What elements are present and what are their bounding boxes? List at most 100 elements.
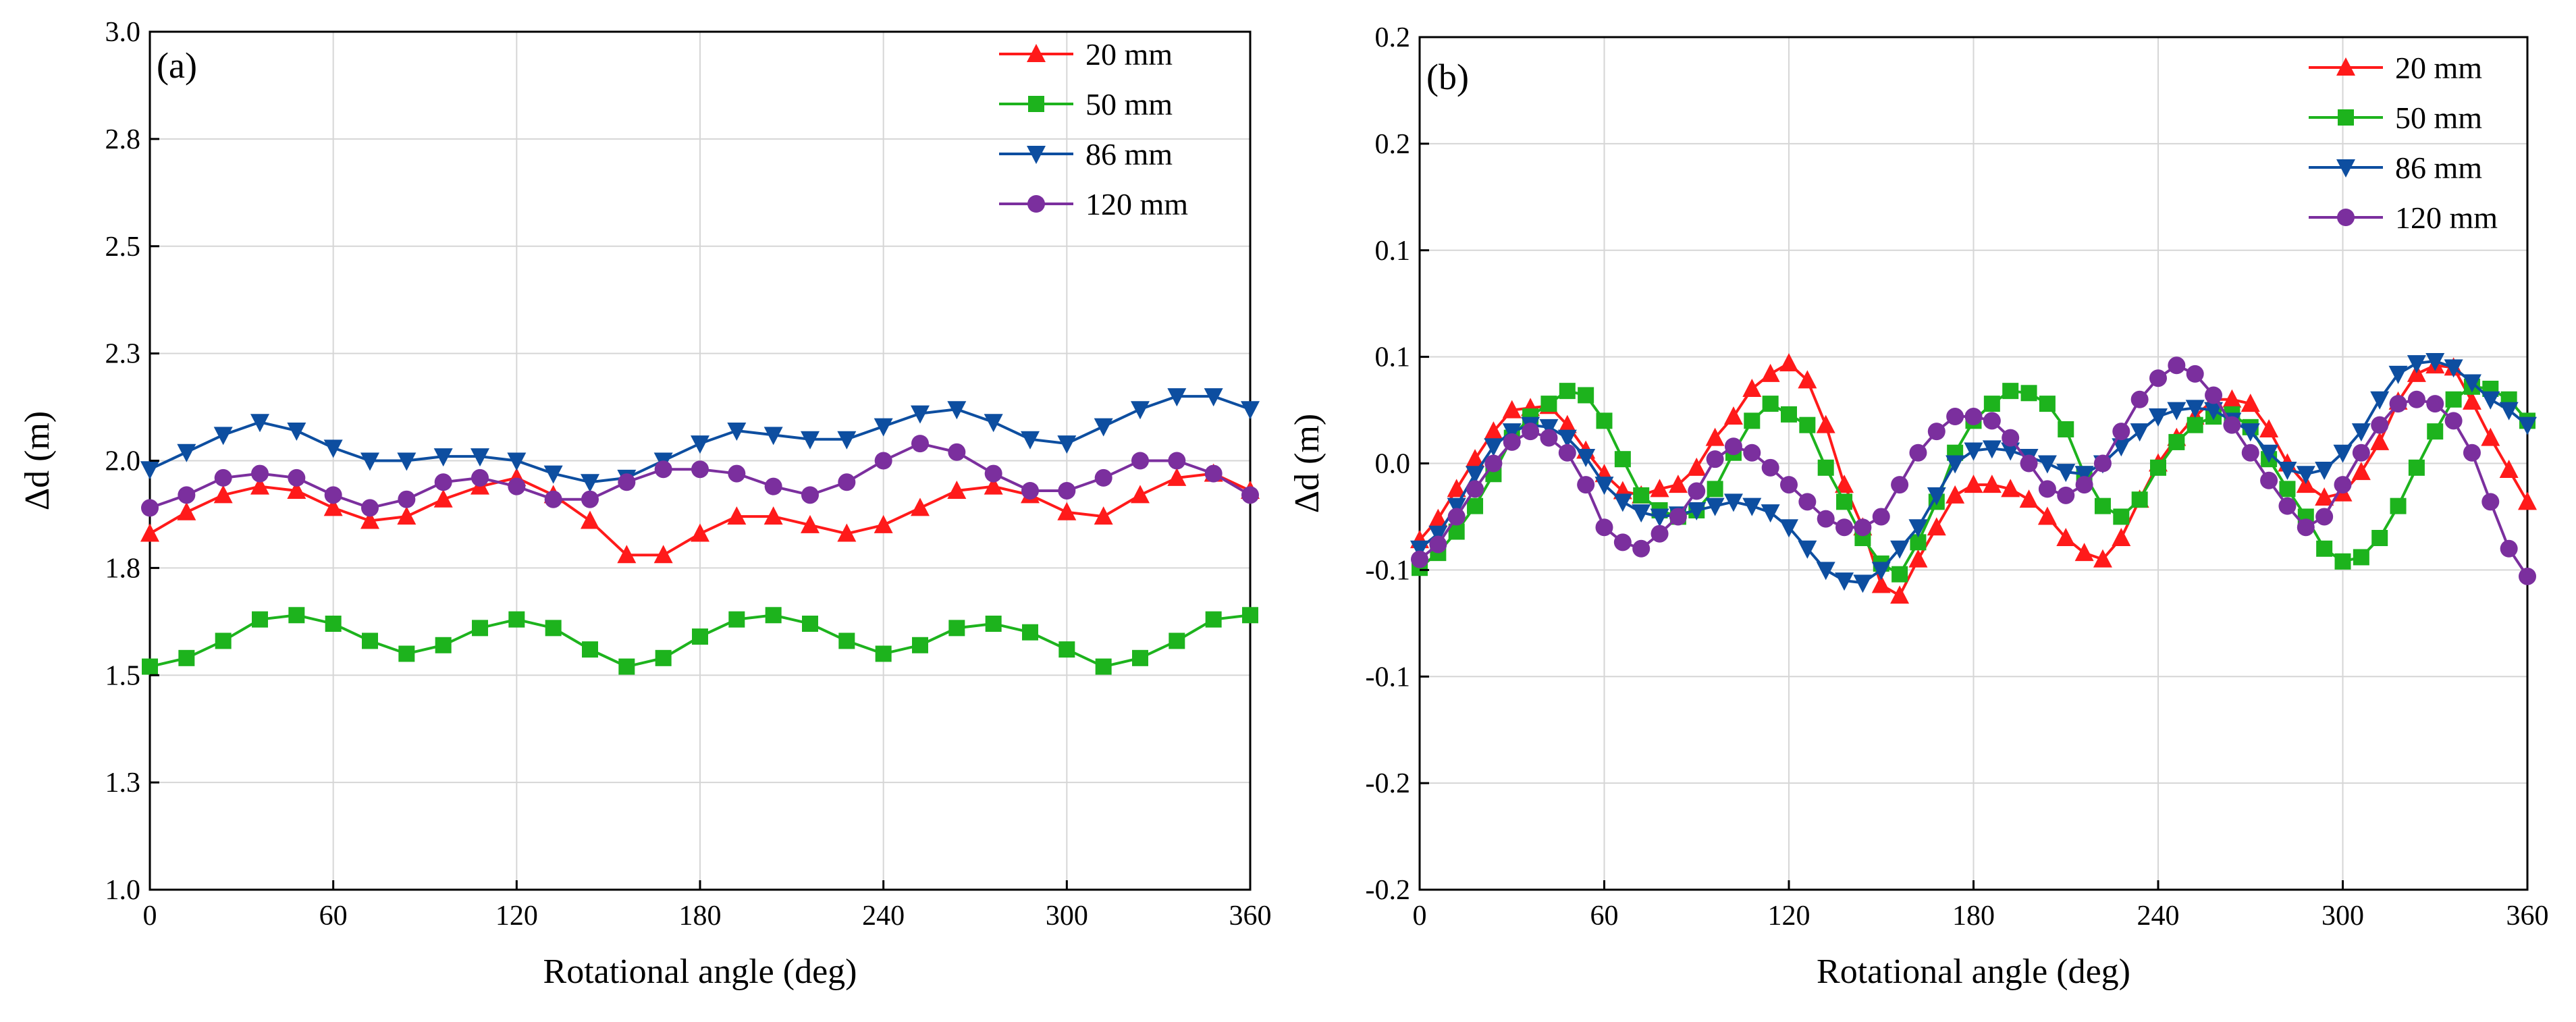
data-point [911, 435, 929, 453]
data-point [911, 497, 930, 516]
data-point [2388, 365, 2408, 384]
data-point [1242, 607, 1258, 624]
data-point [1131, 401, 1150, 420]
x-tick-label: 300 [2322, 900, 2364, 932]
data-point [1946, 485, 1965, 504]
series-layer-b [1410, 352, 2537, 604]
data-point [802, 615, 818, 632]
data-point [2056, 464, 2076, 483]
data-point [1410, 540, 1429, 559]
data-point [2334, 476, 2352, 494]
data-point [1688, 482, 1706, 500]
y-tick-label: 0.1 [1375, 236, 1411, 267]
data-point [178, 486, 196, 504]
data-point [764, 477, 782, 495]
data-point [1835, 475, 1854, 493]
data-point [582, 641, 598, 658]
data-point [1687, 502, 1707, 520]
data-point [1669, 508, 1687, 526]
data-point [1908, 549, 1928, 568]
data-point [2408, 459, 2425, 476]
legend-marker [2337, 209, 2355, 226]
data-point [2130, 390, 2149, 408]
data-point [2315, 461, 2334, 480]
data-point [581, 510, 599, 529]
data-point [838, 633, 855, 649]
data-point [2038, 480, 2056, 498]
data-point [508, 477, 526, 495]
data-point [1780, 476, 1798, 494]
data-point [2371, 530, 2388, 547]
data-point [1798, 370, 1817, 389]
data-point [2260, 471, 2278, 489]
data-point [1167, 467, 1187, 486]
data-point [545, 620, 562, 637]
data-point [765, 607, 782, 624]
y-axis-label-b: Δd (m) [1288, 414, 1326, 514]
data-point [727, 506, 747, 525]
data-point [2056, 528, 2076, 547]
y-tick-label: 2.3 [105, 339, 141, 370]
data-point [617, 545, 637, 564]
data-point [2205, 386, 2223, 404]
data-point [362, 633, 378, 649]
data-point [1817, 510, 1835, 528]
data-point [213, 485, 233, 504]
data-point [1557, 429, 1577, 448]
data-point [398, 490, 416, 508]
data-point [1781, 406, 1797, 423]
data-point [213, 427, 233, 446]
data-point [1817, 459, 1834, 476]
data-point [692, 628, 708, 645]
data-point [1447, 497, 1466, 516]
data-point [1559, 383, 1576, 400]
data-point [1983, 396, 2000, 412]
legend-item: 86 mm [2309, 151, 2482, 185]
data-point [2353, 549, 2369, 566]
data-point [2371, 416, 2389, 434]
data-point [911, 405, 930, 424]
data-point [2389, 395, 2407, 413]
data-point [2168, 433, 2185, 450]
series-120-mm [1411, 356, 2536, 585]
data-point [1021, 481, 1039, 500]
data-point [581, 490, 599, 508]
data-point [985, 615, 1002, 632]
data-point [837, 523, 857, 542]
data-point [2445, 391, 2462, 408]
legend-item: 20 mm [2309, 51, 2482, 85]
data-point [1022, 624, 1038, 641]
data-point [2185, 400, 2205, 419]
data-point [2057, 486, 2075, 504]
data-point [947, 401, 967, 420]
legend-item: 20 mm [999, 37, 1173, 72]
series-layer-a [140, 388, 1260, 675]
data-point [875, 645, 892, 662]
data-point [1539, 419, 1559, 437]
data-point [1058, 641, 1075, 658]
x-tick-label: 60 [319, 900, 348, 932]
data-point [2150, 459, 2166, 476]
data-point [2259, 419, 2279, 437]
data-point [1742, 378, 1762, 397]
data-point [2518, 416, 2537, 435]
data-point [2039, 396, 2056, 412]
data-point [691, 460, 709, 479]
y-tick-label: 2.8 [105, 124, 141, 155]
data-point [912, 637, 928, 653]
data-point [2426, 395, 2444, 413]
data-point [252, 611, 268, 628]
data-point [1595, 518, 1613, 537]
data-point [398, 645, 415, 662]
data-point [1241, 401, 1260, 420]
data-point [581, 474, 599, 493]
legend-label: 20 mm [2395, 51, 2482, 85]
data-point [1871, 562, 1891, 581]
data-point [360, 452, 379, 471]
data-point [2407, 390, 2425, 408]
y-tick-label: 1.3 [105, 768, 141, 799]
data-point [2297, 518, 2315, 537]
legend-item: 86 mm [999, 137, 1173, 171]
data-point [1743, 443, 1761, 462]
data-point [618, 658, 635, 675]
